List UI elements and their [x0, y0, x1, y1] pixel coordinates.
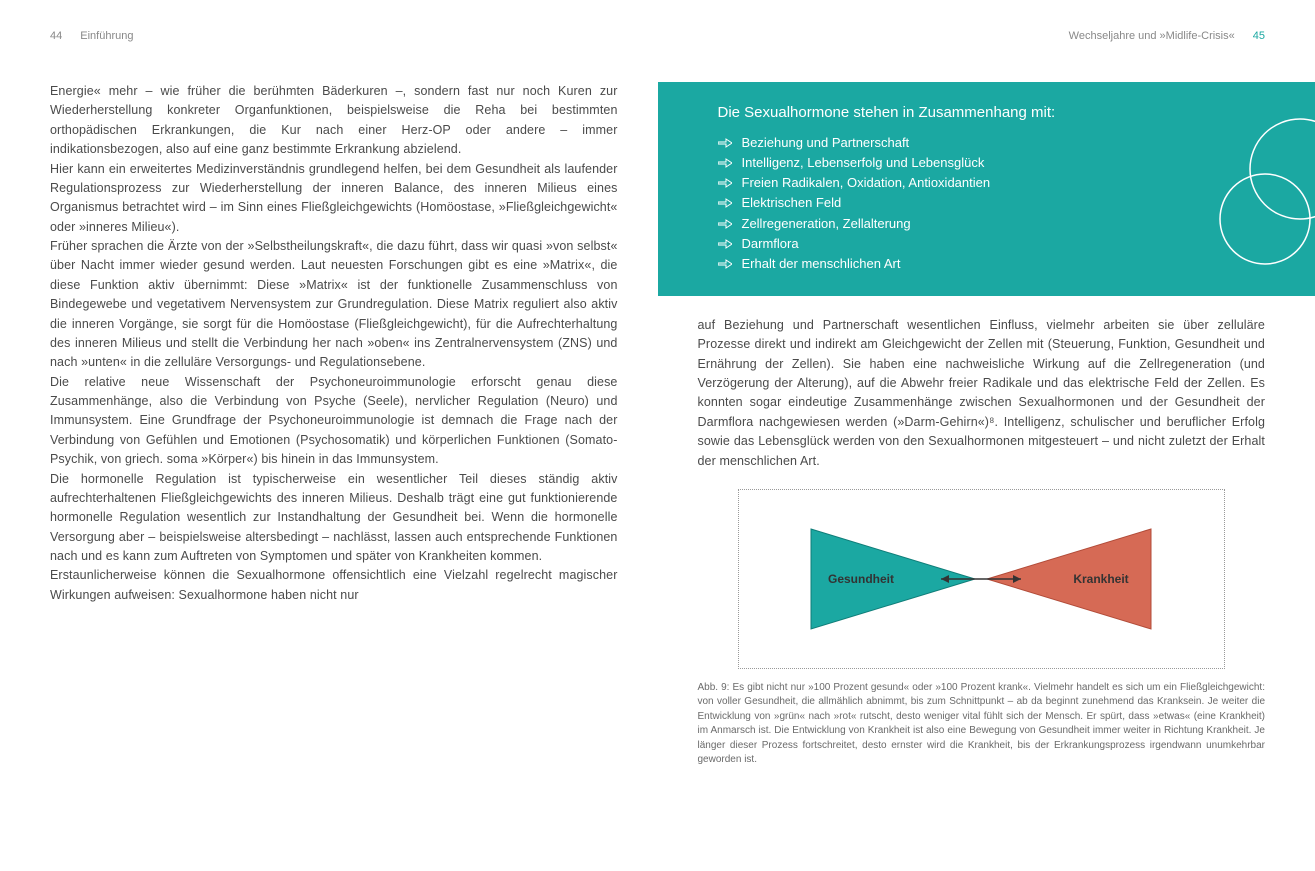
arrow-icon — [718, 239, 732, 249]
infobox-item-label: Freien Radikalen, Oxidation, Antioxidant… — [742, 175, 991, 190]
paragraph: Erstaunlicherweise können die Sexualhorm… — [50, 566, 618, 605]
infobox-item-label: Elektrischen Feld — [742, 195, 842, 210]
infobox-item-label: Zellregeneration, Zellalterung — [742, 216, 911, 231]
infobox-item: Freien Radikalen, Oxidation, Antioxidant… — [718, 173, 1286, 193]
infobox-item: Darmflora — [718, 234, 1286, 254]
arrow-icon — [718, 259, 732, 269]
header-right: Wechseljahre und »Midlife-Crisis« 45 — [698, 30, 1266, 42]
page-left: 44 Einführung Energie« mehr – wie früher… — [0, 0, 658, 871]
section-right: Wechseljahre und »Midlife-Crisis« — [1069, 30, 1235, 42]
section-left: Einführung — [80, 30, 133, 42]
infobox-item: Beziehung und Partnerschaft — [718, 133, 1286, 153]
body-text-left: Energie« mehr – wie früher die berühmten… — [50, 82, 618, 605]
paragraph: Die hormonelle Regulation ist typischerw… — [50, 470, 618, 567]
infobox-item-label: Darmflora — [742, 236, 799, 251]
paragraph: Hier kann ein erweitertes Medizinverstän… — [50, 160, 618, 238]
infobox-item-label: Erhalt der menschlichen Art — [742, 256, 901, 271]
infobox-item: Elektrischen Feld — [718, 193, 1286, 213]
infobox-item-label: Beziehung und Partnerschaft — [742, 135, 910, 150]
svg-text:Gesundheit: Gesundheit — [828, 572, 894, 586]
page-number-right: 45 — [1253, 30, 1265, 42]
paragraph: Die relative neue Wissenschaft der Psych… — [50, 373, 618, 470]
page-right: Wechseljahre und »Midlife-Crisis« 45 Die… — [658, 0, 1315, 871]
arrow-icon — [718, 219, 732, 229]
infobox-list: Beziehung und Partnerschaft Intelligenz,… — [718, 133, 1286, 274]
decorative-circles-icon — [1205, 109, 1315, 269]
arrow-icon — [718, 198, 732, 208]
infobox-item-label: Intelligenz, Lebenserfolg und Lebensglüc… — [742, 155, 985, 170]
infobox-title: Die Sexualhormone stehen in Zusammenhang… — [718, 104, 1286, 121]
paragraph: auf Beziehung und Partnerschaft wesentli… — [698, 316, 1266, 471]
infobox: Die Sexualhormone stehen in Zusammenhang… — [658, 82, 1315, 296]
infobox-item: Zellregeneration, Zellalterung — [718, 214, 1286, 234]
page-number-left: 44 — [50, 30, 62, 42]
body-text-right: auf Beziehung und Partnerschaft wesentli… — [698, 316, 1266, 471]
figure-caption: Abb. 9: Es gibt nicht nur »100 Prozent g… — [698, 681, 1266, 768]
infobox-item: Intelligenz, Lebenserfolg und Lebensglüc… — [718, 153, 1286, 173]
arrow-icon — [718, 138, 732, 148]
arrow-icon — [718, 178, 732, 188]
svg-text:Krankheit: Krankheit — [1074, 572, 1129, 586]
header-left: 44 Einführung — [50, 30, 618, 42]
bowtie-svg: Gesundheit Krankheit — [791, 514, 1171, 644]
paragraph: Früher sprachen die Ärzte von der »Selbs… — [50, 237, 618, 373]
arrow-icon — [718, 158, 732, 168]
infobox-item: Erhalt der menschlichen Art — [718, 254, 1286, 274]
diagram-bowtie: Gesundheit Krankheit — [738, 489, 1226, 669]
paragraph: Energie« mehr – wie früher die berühmten… — [50, 82, 618, 160]
